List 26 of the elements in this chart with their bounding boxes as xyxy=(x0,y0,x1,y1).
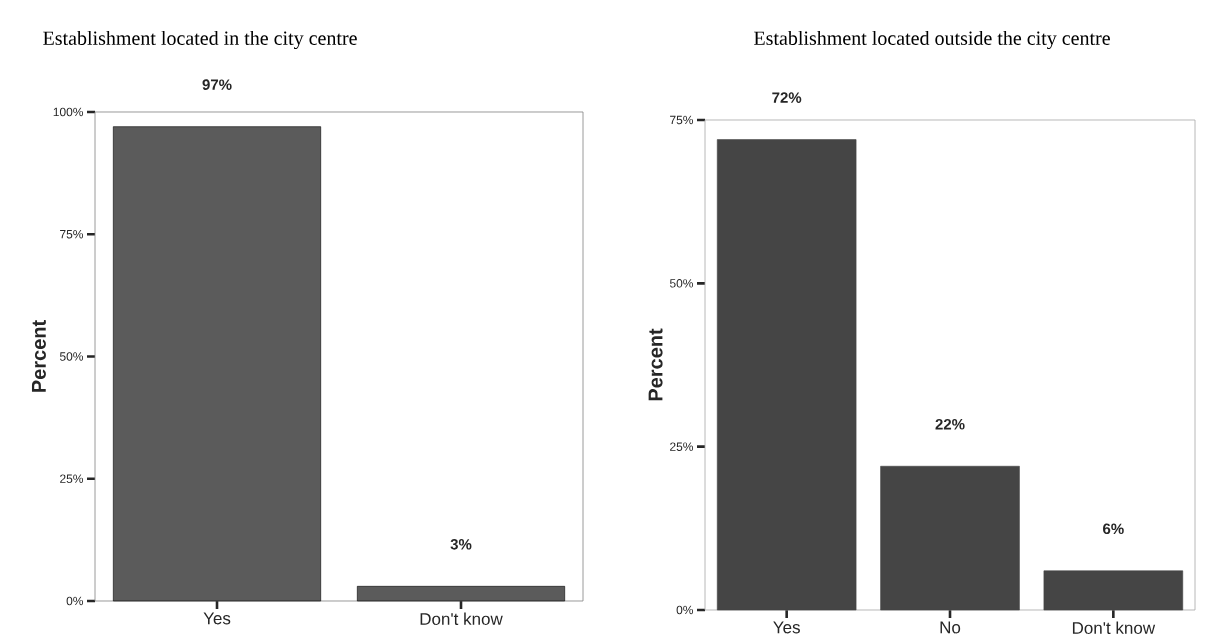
y-tick-label: 0% xyxy=(676,605,694,615)
y-tick-label: 25% xyxy=(60,474,84,483)
data-label: 22% xyxy=(935,418,965,430)
y-axis-title: Percent xyxy=(648,328,663,401)
y-tick-label: 0% xyxy=(66,596,84,606)
chart-title: Establishment located outside the city centre xyxy=(754,30,1110,50)
data-label: 72% xyxy=(772,92,802,103)
data-label: 3% xyxy=(450,538,472,550)
x-tick-label: Don't know xyxy=(1072,621,1156,635)
chart-title: Establishment located in the city centre xyxy=(43,30,357,50)
x-tick-label: Yes xyxy=(773,621,800,634)
y-tick-label: 25% xyxy=(670,442,694,451)
data-label: 97% xyxy=(202,79,232,90)
bar xyxy=(716,139,857,611)
y-tick-label: 50% xyxy=(59,352,84,361)
y-tick-label: 50% xyxy=(669,279,694,288)
y-tick-label: 75% xyxy=(60,230,84,239)
x-tick-label: Don't know xyxy=(420,612,503,626)
data-label: 6% xyxy=(1103,523,1124,535)
y-axis-title: Percent xyxy=(31,320,46,392)
x-tick-label: No xyxy=(940,621,961,634)
y-tick-label: 100% xyxy=(53,107,84,117)
x-tick-label: Yes xyxy=(203,612,231,625)
y-tick-label: 75% xyxy=(670,115,694,125)
bar xyxy=(1043,570,1184,611)
bar xyxy=(880,465,1020,611)
